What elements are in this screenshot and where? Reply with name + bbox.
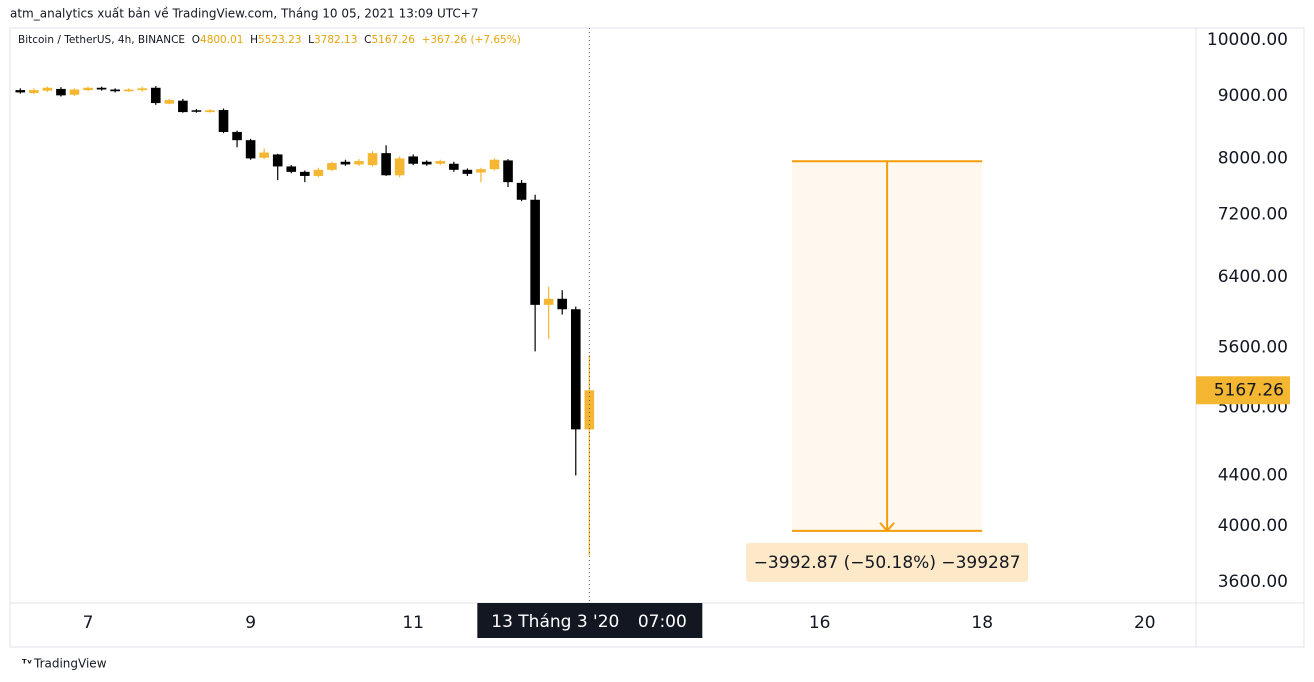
y-tick-label: 8000.00 [1218, 148, 1288, 168]
candle-body [232, 131, 242, 141]
candle-body [178, 100, 188, 113]
candle-body [83, 87, 93, 91]
candle-body [354, 161, 364, 165]
candle-body [286, 166, 297, 172]
change: +367.26 (+7.65%) [421, 34, 521, 46]
ohlc-key: L [308, 34, 314, 46]
ohlc-key: O [191, 34, 201, 46]
candle-body [408, 156, 418, 164]
candle-body [150, 87, 161, 104]
candle-body [489, 159, 500, 170]
header: atm_analytics xuất bản về TradingView.co… [10, 7, 478, 21]
candle-body [259, 152, 269, 158]
candle-body [462, 169, 473, 174]
crosshair-date: 13 Tháng 3 '20 [491, 612, 619, 632]
candle-body [530, 199, 540, 305]
candle-body [381, 153, 391, 176]
crosshair-label-box [477, 603, 703, 638]
ohlc-key: H [250, 34, 259, 46]
candle-body [340, 161, 351, 165]
candle-body [570, 309, 581, 430]
measure-label-box [746, 542, 1029, 582]
ohlc-key: C [364, 34, 372, 46]
candle-body [300, 171, 310, 176]
candle-body [164, 100, 175, 104]
symbol-title: Bitcoin / TetherUS, 4h, BINANCE [18, 34, 186, 46]
x-tick-label: 18 [971, 613, 993, 633]
x-tick-label: 9 [245, 613, 256, 633]
ohlc-value: 4800.01 [200, 34, 244, 46]
candle-body [435, 161, 446, 164]
price-tag [1196, 376, 1290, 405]
ohlc-value: 3782.13 [314, 34, 358, 46]
candle-body [69, 89, 80, 95]
candle-body [367, 153, 378, 166]
candle-body [503, 160, 513, 183]
candle-body [15, 90, 26, 93]
candle-body [218, 110, 229, 132]
candle-body [123, 89, 134, 92]
candle-body [191, 110, 202, 112]
candle-body [449, 163, 459, 170]
y-tick-label: 3600.00 [1218, 572, 1288, 592]
y-tick-label: 6400.00 [1218, 267, 1288, 287]
y-tick-label: 4400.00 [1218, 466, 1288, 486]
candle-body [584, 390, 595, 430]
ohlc-value: 5523.23 [258, 34, 302, 46]
y-tick-label: 9000.00 [1218, 86, 1288, 106]
candle-body [56, 88, 66, 96]
candle-body [42, 87, 53, 91]
x-tick-label: 20 [1134, 613, 1156, 633]
y-tick-label: 5600.00 [1218, 338, 1288, 358]
logo: ᵀᵛ [22, 657, 32, 670]
candle-body [137, 88, 148, 91]
x-tick-label: 7 [83, 613, 94, 633]
candle-body [516, 182, 527, 200]
candle-body [205, 110, 215, 113]
candle-body [272, 154, 283, 167]
y-tick-label: 7200.00 [1218, 204, 1288, 224]
x-tick-label: 11 [402, 613, 424, 633]
y-tick-label: 4000.00 [1218, 516, 1288, 536]
candle-body [543, 298, 554, 305]
frame [9, 27, 1305, 648]
candle-body [96, 87, 107, 90]
crosshair-time: 07:00 [638, 612, 687, 632]
y-tick-label: 10000.00 [1207, 30, 1288, 50]
footer: TradingView [33, 657, 107, 671]
candle-body [245, 140, 256, 159]
candle-body [421, 161, 432, 165]
measure-label: −3992.87 (−50.18%) −399287 [754, 553, 1021, 573]
candle-body [29, 90, 39, 94]
candle-body [110, 89, 120, 92]
legend: Bitcoin / TetherUS, 4h, BINANCE O4800.01… [18, 34, 521, 46]
arrow-head [879, 522, 895, 533]
price-tag-label: 5167.26 [1214, 380, 1284, 400]
candle-body [327, 163, 337, 170]
candle-body [476, 169, 486, 173]
x-tick-label: 16 [809, 613, 831, 633]
candle-body [557, 298, 568, 310]
candle-body [394, 158, 405, 176]
ohlc-value: 5167.26 [371, 34, 415, 46]
candle-body [313, 169, 324, 176]
